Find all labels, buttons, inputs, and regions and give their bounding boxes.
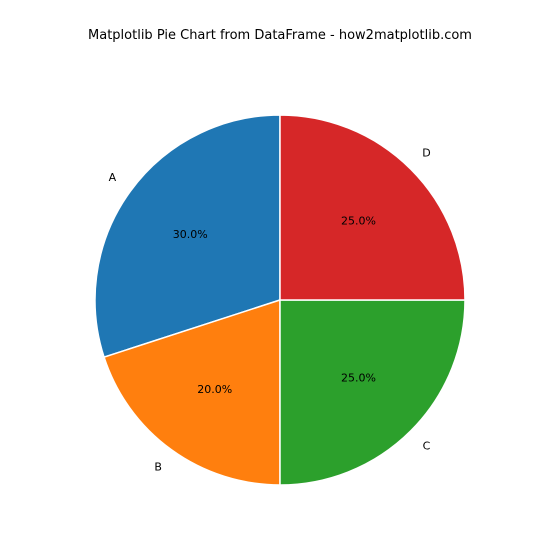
pct-label-c: 25.0% [341, 371, 376, 384]
pie-slice-d [280, 115, 465, 300]
slice-label-d: D [422, 146, 430, 159]
slice-label-c: C [423, 440, 431, 453]
slice-label-b: B [154, 461, 162, 474]
pie-slice-c [280, 300, 465, 485]
pct-label-b: 20.0% [197, 383, 232, 396]
pie-chart: 30.0% A 20.0% B 25.0% C 25.0% D [0, 0, 560, 560]
pct-label-a: 30.0% [173, 228, 208, 241]
slice-label-a: A [109, 171, 117, 184]
pct-label-d: 25.0% [341, 215, 376, 228]
